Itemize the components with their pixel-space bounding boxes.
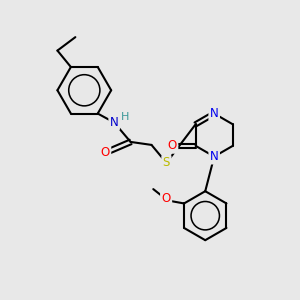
Text: O: O (161, 193, 171, 206)
Text: N: N (210, 150, 219, 163)
Text: O: O (100, 146, 110, 159)
Text: H: H (121, 112, 130, 122)
Text: N: N (210, 107, 219, 120)
Text: S: S (163, 156, 170, 169)
Text: N: N (110, 116, 118, 129)
Text: O: O (168, 139, 177, 152)
